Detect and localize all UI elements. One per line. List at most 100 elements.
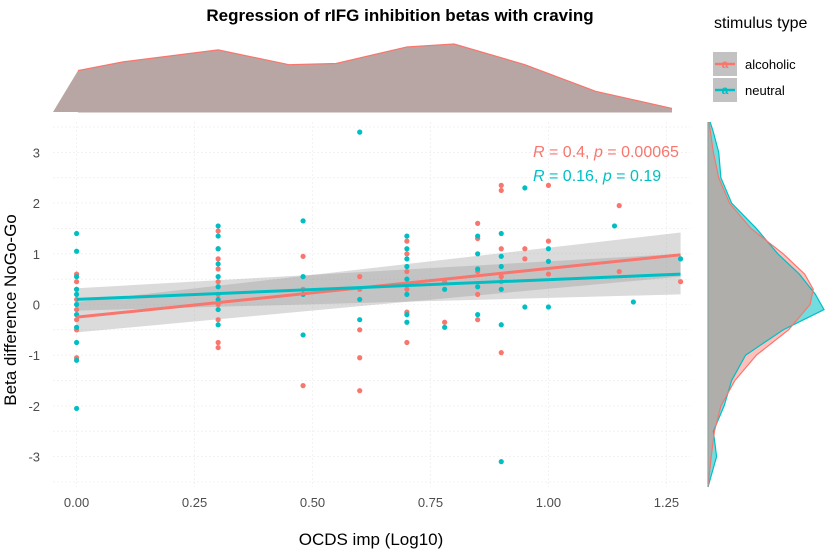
regression-lines <box>76 253 681 319</box>
data-point-alcoholic <box>73 306 80 313</box>
data-point-alcoholic <box>357 327 363 333</box>
data-point-neutral <box>630 299 636 305</box>
data-point-alcoholic <box>677 279 684 285</box>
data-point-alcoholic <box>498 350 504 356</box>
data-point-neutral <box>545 258 552 265</box>
marginal-density-y <box>707 121 825 488</box>
data-point-neutral <box>475 266 481 272</box>
data-point-alcoholic <box>522 256 528 262</box>
x-tick-label: 0.75 <box>418 495 443 510</box>
data-point-neutral <box>498 253 504 259</box>
y-tick-label: -2 <box>28 399 40 414</box>
data-point-neutral <box>73 291 80 297</box>
data-point-alcoholic <box>215 317 221 323</box>
data-point-neutral <box>404 233 410 239</box>
correlation-label-alcoholic: R = 0.4, p = 0.00065 <box>533 144 679 161</box>
data-point-neutral <box>73 274 80 280</box>
data-point-neutral <box>215 246 221 252</box>
data-point-neutral <box>404 319 410 325</box>
data-point-alcoholic <box>357 355 363 361</box>
marginal-y-density-alcoholic-line <box>707 121 814 488</box>
legend-key-glyph-neutral: a <box>722 83 729 97</box>
scatter-points <box>73 129 684 465</box>
data-point-neutral <box>498 263 504 270</box>
data-point-neutral <box>215 284 221 290</box>
data-point-neutral <box>442 286 448 292</box>
data-point-alcoholic <box>404 238 410 244</box>
confidence-band-alcoholic <box>76 232 681 333</box>
data-point-alcoholic <box>404 286 410 292</box>
data-point-neutral <box>677 256 684 262</box>
data-point-neutral <box>73 301 80 308</box>
data-point-neutral <box>215 306 221 313</box>
data-point-neutral <box>498 230 504 237</box>
data-point-neutral <box>73 286 80 292</box>
data-point-neutral <box>73 357 80 363</box>
chart-title: Regression of rIFG inhibition betas with… <box>206 6 593 25</box>
data-point-neutral <box>73 324 80 330</box>
y-axis-ticks: -3 -2 -1 0 1 2 3 <box>28 145 40 464</box>
data-point-alcoholic <box>404 268 410 275</box>
data-point-neutral <box>215 322 221 328</box>
data-point-alcoholic <box>404 251 410 257</box>
data-point-alcoholic <box>215 339 221 346</box>
data-point-alcoholic <box>300 253 306 259</box>
data-point-alcoholic <box>215 228 221 234</box>
data-point-alcoholic <box>498 182 504 188</box>
regression-line-neutral <box>76 272 681 301</box>
marginal-y-density-neutral-line <box>707 121 825 488</box>
marginal-y-density-neutral-fill <box>708 122 824 487</box>
data-point-neutral <box>611 223 618 229</box>
marginal-density-x <box>53 43 673 113</box>
data-point-neutral <box>404 263 410 270</box>
data-point-neutral <box>73 248 80 254</box>
marginal-x-density-fill <box>53 44 672 112</box>
data-point-alcoholic <box>498 187 504 194</box>
data-point-alcoholic <box>498 246 504 252</box>
data-point-alcoholic <box>357 274 363 280</box>
confidence-band-neutral <box>76 253 681 311</box>
data-point-neutral <box>300 332 306 338</box>
data-point-neutral <box>300 218 306 224</box>
data-point-neutral <box>357 296 363 303</box>
data-point-neutral <box>73 230 80 237</box>
y-tick-label: -3 <box>28 450 40 465</box>
data-point-neutral <box>475 251 481 257</box>
data-point-neutral <box>404 291 410 297</box>
legend: stimulus type a alcoholic a neutral <box>713 15 807 102</box>
data-point-alcoholic <box>545 182 552 188</box>
data-point-neutral <box>545 304 552 310</box>
data-point-neutral <box>475 284 481 290</box>
legend-label-alcoholic: alcoholic <box>745 57 796 72</box>
confidence-bands <box>76 232 681 333</box>
data-point-neutral <box>404 276 410 282</box>
data-point-alcoholic <box>475 317 481 323</box>
y-tick-label: 3 <box>33 145 40 160</box>
legend-key-glyph-alcoholic: a <box>722 57 729 71</box>
data-point-neutral <box>404 246 410 252</box>
data-point-neutral <box>215 261 221 267</box>
x-tick-label: 0.25 <box>182 495 207 510</box>
data-point-neutral <box>215 274 221 280</box>
data-point-alcoholic <box>498 274 504 280</box>
data-point-alcoholic <box>215 344 221 351</box>
data-point-neutral <box>215 296 221 303</box>
x-tick-label: 1.25 <box>654 495 679 510</box>
data-point-neutral <box>442 324 448 330</box>
correlation-label-neutral: R = 0.16, p = 0.19 <box>533 168 661 185</box>
data-point-alcoholic <box>616 203 622 209</box>
y-tick-label: 2 <box>33 196 40 211</box>
y-axis-label: Beta difference NoGo-Go <box>1 214 20 406</box>
y-tick-label: -1 <box>28 348 40 363</box>
data-point-neutral <box>475 312 481 318</box>
data-point-neutral <box>73 339 80 346</box>
legend-title: stimulus type <box>714 15 807 32</box>
data-point-neutral <box>498 459 504 465</box>
data-point-alcoholic <box>357 388 363 394</box>
marginal-y-density-alcoholic-fill <box>708 122 814 487</box>
x-tick-label: 1.00 <box>536 495 561 510</box>
data-point-alcoholic <box>404 339 410 346</box>
data-point-neutral <box>300 274 306 280</box>
x-tick-label: 0.50 <box>300 495 325 510</box>
